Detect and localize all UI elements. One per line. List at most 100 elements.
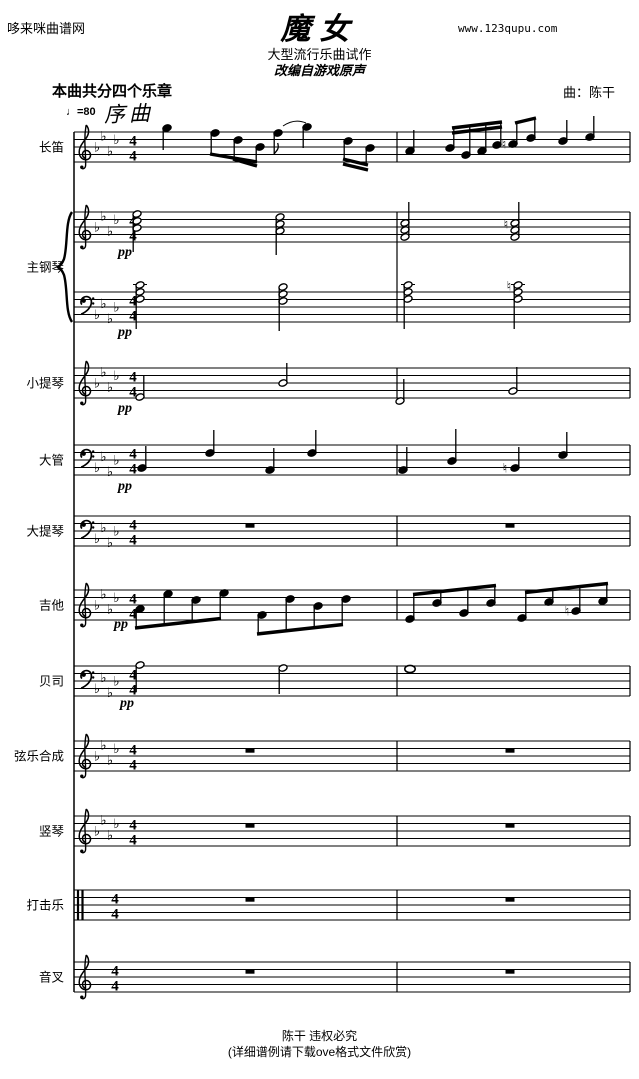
- key-signature: ♭♭♭♭: [94, 297, 120, 327]
- staff-cello: 大提琴 ♭♭♭♭ 44: [26, 515, 631, 551]
- instrument-label: 弦乐合成: [14, 749, 64, 764]
- staff-guitar: 吉他 ♭♭♭♭ 44 ♮pp: [39, 581, 631, 636]
- svg-text:♭: ♭: [113, 525, 119, 540]
- piano-brace: [55, 211, 74, 323]
- svg-text:4: 4: [129, 533, 137, 549]
- svg-text:♭: ♭: [94, 377, 100, 392]
- staff-bassoon: 大管♭♭♭♭ 44 ♮pp: [39, 429, 631, 494]
- svg-text:♭: ♭: [94, 682, 100, 697]
- notes: [135, 661, 416, 694]
- whole-rest: [505, 897, 515, 902]
- staff-percussion: 打击乐 44: [26, 889, 631, 923]
- instrument-label: 大提琴: [26, 524, 64, 539]
- svg-text:4: 4: [129, 134, 137, 150]
- svg-text:4: 4: [129, 518, 137, 534]
- staff-string-synth: 弦乐合成 ♭♭♭♭ 44: [14, 733, 631, 779]
- whole-rest: [245, 823, 255, 828]
- svg-text:♮: ♮: [502, 138, 507, 153]
- bass-clef-icon: [80, 295, 95, 315]
- time-signature: 44: [129, 134, 137, 165]
- whole-rest: [505, 523, 515, 528]
- whole-rest: [245, 897, 255, 902]
- key-signature: ♭♭♭♭: [94, 587, 120, 617]
- svg-text:♭: ♭: [107, 312, 113, 327]
- svg-text:4: 4: [111, 964, 119, 980]
- svg-text:♭: ♭: [113, 454, 119, 469]
- svg-text:♭: ♭: [107, 144, 113, 159]
- key-signature: ♭♭♭♭: [94, 365, 120, 395]
- time-signature: 44: [129, 518, 137, 549]
- notes: ♮: [135, 280, 523, 331]
- treble-clef-icon: [78, 124, 92, 170]
- svg-text:♭: ♭: [94, 532, 100, 547]
- svg-text:♭: ♭: [107, 380, 113, 395]
- svg-text:4: 4: [129, 592, 137, 608]
- svg-text:♭: ♭: [100, 671, 106, 686]
- notes: ♮: [132, 202, 520, 255]
- whole-rest: [245, 748, 255, 753]
- notes: ♮: [162, 116, 595, 172]
- key-signature: ♭♭♭♭: [94, 521, 120, 551]
- staff-piano-bass: ♭♭♭♭ 44♮pp: [74, 280, 631, 340]
- svg-text:4: 4: [129, 309, 137, 325]
- svg-text:♭: ♭: [107, 536, 113, 551]
- svg-text:4: 4: [129, 743, 137, 759]
- instrument-label: 竖琴: [39, 825, 65, 839]
- svg-text:♭: ♭: [100, 297, 106, 312]
- svg-text:4: 4: [129, 385, 137, 401]
- key-signature: ♭♭♭♭: [94, 209, 120, 239]
- notes: [135, 363, 518, 405]
- svg-text:♭: ♭: [113, 301, 119, 316]
- svg-text:♭: ♭: [100, 587, 106, 602]
- dynamic-pp: pp: [117, 245, 132, 260]
- svg-text:♭: ♭: [100, 365, 106, 380]
- svg-text:♭: ♭: [107, 465, 113, 480]
- treble-clef-icon: [78, 954, 92, 1000]
- whole-rest: [505, 969, 515, 974]
- svg-text:♭: ♭: [94, 750, 100, 765]
- svg-text:♭: ♭: [107, 602, 113, 617]
- treble-clef-icon: [78, 360, 92, 406]
- svg-text:♭: ♭: [113, 213, 119, 228]
- svg-text:♭: ♭: [100, 813, 106, 828]
- svg-text:4: 4: [129, 447, 137, 463]
- svg-text:♭: ♭: [94, 221, 100, 236]
- dynamic-pp: pp: [117, 401, 132, 416]
- svg-text:♮: ♮: [504, 218, 509, 233]
- dynamic-pp: pp: [117, 479, 132, 494]
- svg-text:♮: ♮: [565, 605, 570, 620]
- staff-piano-treble: 主钢琴♭♭♭♭44♮pp: [26, 202, 631, 275]
- svg-text:4: 4: [129, 462, 137, 478]
- key-signature: ♭♭♭♭: [94, 450, 120, 480]
- footer-copyright: 陈干 违权必究: [281, 1029, 358, 1043]
- whole-rest: [245, 969, 255, 974]
- whole-rest: [245, 523, 255, 528]
- svg-text:♭: ♭: [100, 209, 106, 224]
- adaptation-note: 改编自游戏原声: [273, 63, 365, 78]
- key-signature: ♭♭♭♭: [94, 813, 120, 843]
- instrument-label: 长笛: [39, 140, 64, 155]
- svg-text:♭: ♭: [94, 141, 100, 156]
- svg-text:♭: ♭: [113, 591, 119, 606]
- svg-text:4: 4: [129, 683, 137, 699]
- svg-text:♭: ♭: [107, 686, 113, 701]
- time-signature: 44: [129, 668, 137, 699]
- footer-download-note: (详细谱例请下载ove格式文件欣赏): [227, 1045, 412, 1059]
- svg-text:♭: ♭: [100, 450, 106, 465]
- key-signature: ♭♭♭♭: [94, 671, 120, 701]
- time-signature: 44: [129, 447, 137, 478]
- bass-clef-icon: [80, 669, 95, 689]
- staff-harp: 竖琴 ♭♭♭♭ 44: [39, 808, 631, 854]
- staff-flute: 长笛 ♭♭♭♭ 44♮: [39, 116, 631, 172]
- percussion-clef-icon: [76, 890, 84, 920]
- svg-text:4: 4: [129, 607, 137, 623]
- dynamic-pp: pp: [113, 617, 128, 632]
- svg-text:♮: ♮: [503, 462, 508, 477]
- svg-text:4: 4: [111, 907, 119, 923]
- bass-clef-icon: [80, 448, 95, 468]
- instrument-label: 音叉: [39, 970, 65, 985]
- svg-text:♮: ♮: [507, 280, 512, 295]
- svg-text:♭: ♭: [113, 369, 119, 384]
